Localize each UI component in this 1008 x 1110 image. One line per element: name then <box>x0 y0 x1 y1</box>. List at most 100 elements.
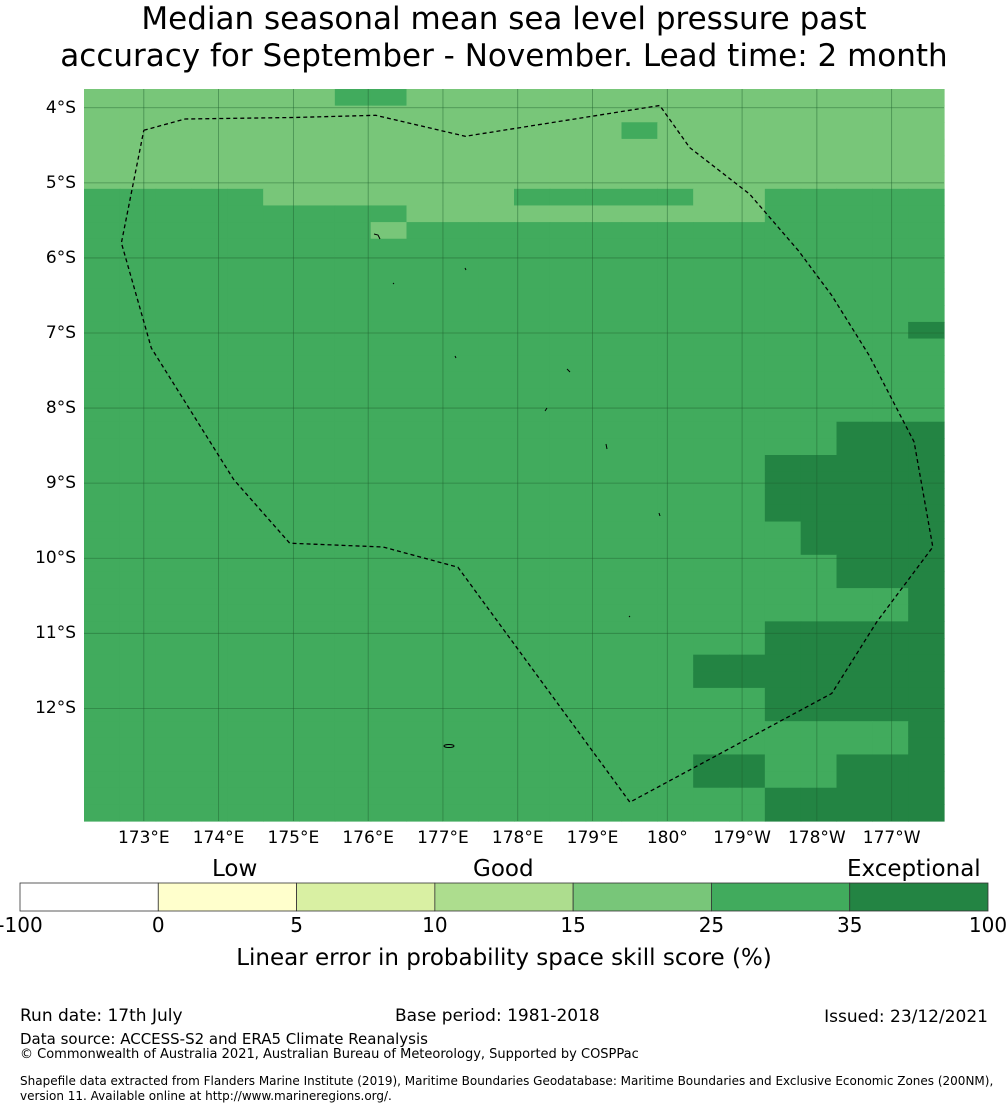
skill-cell <box>263 588 300 606</box>
skill-cell <box>299 89 336 107</box>
skill-cell <box>442 671 479 689</box>
skill-cell <box>442 238 479 256</box>
skill-cell <box>908 138 945 157</box>
skill-cell <box>191 704 228 722</box>
skill-cell <box>764 804 802 822</box>
skill-cell <box>155 571 193 589</box>
skill-cell <box>370 188 408 207</box>
skill-cell <box>119 355 157 373</box>
skill-cell <box>442 604 479 622</box>
skill-cell <box>514 504 551 523</box>
skill-cell <box>908 255 945 273</box>
skill-cell <box>764 471 802 489</box>
skill-cell <box>693 721 730 739</box>
skill-cell <box>442 222 479 240</box>
skill-cell <box>729 704 766 722</box>
skill-cell <box>191 604 228 622</box>
skill-cell <box>191 654 228 672</box>
skill-cell <box>406 89 443 107</box>
skill-cell <box>872 405 909 423</box>
skill-cell <box>334 305 372 323</box>
skill-cell <box>191 521 228 539</box>
skill-cell <box>585 488 623 506</box>
skill-cell <box>406 255 443 273</box>
skill-cell <box>549 172 587 190</box>
skill-cell <box>800 804 838 822</box>
skill-cell <box>764 687 802 706</box>
skill-cell <box>478 105 515 123</box>
skill-cell <box>693 787 730 805</box>
skill-cell <box>191 638 228 656</box>
skill-cell <box>872 222 909 240</box>
skill-cell <box>84 205 121 223</box>
skill-cell <box>191 155 228 173</box>
skill-cell <box>621 654 658 672</box>
skill-cell <box>442 321 479 340</box>
skill-cell <box>800 155 838 173</box>
skill-cell <box>908 122 945 140</box>
skill-cell <box>442 205 479 223</box>
skill-cell <box>227 155 264 173</box>
skill-cell <box>84 721 121 739</box>
skill-cell <box>764 721 802 739</box>
skill-cell <box>693 238 730 256</box>
skill-cell <box>334 571 372 589</box>
skill-cell <box>406 105 443 123</box>
skill-cell <box>693 305 730 323</box>
skill-cell <box>908 554 945 573</box>
skill-cell <box>478 255 515 273</box>
skill-cell <box>478 687 515 706</box>
skill-cell <box>872 771 909 789</box>
skill-cell <box>549 721 587 739</box>
skill-cell <box>334 205 372 223</box>
skill-cell <box>729 305 766 323</box>
skill-cell <box>549 588 587 606</box>
skill-cell <box>370 621 408 639</box>
skill-cell <box>657 122 694 140</box>
skill-cell <box>729 421 766 439</box>
colorbar-tick-label: 10 <box>422 913 448 937</box>
skill-cell <box>263 704 300 722</box>
skill-cell <box>155 604 193 622</box>
skill-cell <box>729 554 766 573</box>
skill-cell <box>227 338 264 356</box>
skill-cell <box>800 222 838 240</box>
skill-cell <box>836 638 873 656</box>
skill-cell <box>585 388 623 406</box>
skill-cell <box>478 205 515 223</box>
skill-cell <box>621 138 658 157</box>
skill-cell <box>263 205 300 223</box>
skill-cell <box>621 438 658 456</box>
skill-cell <box>406 338 443 356</box>
skill-cell <box>191 288 228 306</box>
skill-cell <box>334 188 372 207</box>
skill-cell <box>800 89 838 107</box>
skill-cell <box>84 687 121 706</box>
skill-cell <box>729 771 766 789</box>
skill-cell <box>299 604 336 622</box>
skill-cell <box>299 554 336 573</box>
island <box>464 267 467 271</box>
skill-cell <box>442 105 479 123</box>
skill-cell <box>119 604 157 622</box>
skill-cell <box>478 288 515 306</box>
skill-cell <box>227 421 264 439</box>
skill-cell <box>836 288 873 306</box>
skill-cell <box>155 654 193 672</box>
skill-cell <box>764 122 802 140</box>
skill-cell <box>585 288 623 306</box>
skill-cell <box>908 438 945 456</box>
lat-tick-label: 4°S <box>45 97 76 118</box>
skill-cell <box>514 621 551 639</box>
skill-cell <box>549 388 587 406</box>
skill-cell <box>370 471 408 489</box>
skill-cell <box>334 222 372 240</box>
skill-cell <box>872 255 909 273</box>
skill-cell <box>549 338 587 356</box>
skill-cell <box>693 272 730 290</box>
skill-cell <box>406 238 443 256</box>
skill-cell <box>406 405 443 423</box>
skill-cell <box>764 654 802 672</box>
skill-cell <box>764 355 802 373</box>
skill-cell <box>836 405 873 423</box>
